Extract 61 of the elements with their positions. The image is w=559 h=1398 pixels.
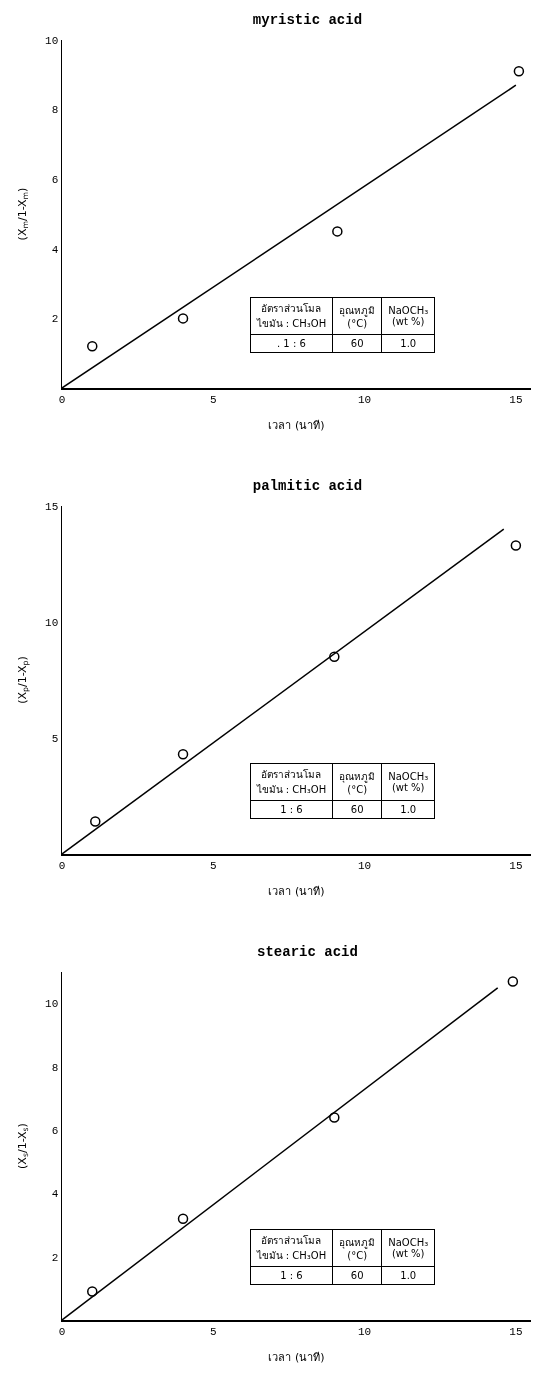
x-axis-title: เวลา (นาที): [268, 418, 325, 432]
point: [177, 1213, 189, 1225]
annotation: 60: [332, 800, 382, 819]
x-axis-title: เวลา (นาที): [268, 884, 325, 898]
annotation: อัตราส่วนโมล ไขมัน : CH₃OH: [250, 297, 333, 335]
point: [510, 540, 522, 551]
x-tick-label: 5: [209, 1325, 217, 1338]
annotation: อัตราส่วนโมล ไขมัน : CH₃OH: [250, 763, 333, 801]
x-tick-label: 0: [58, 1325, 66, 1338]
annotation: อุณหภูมิ (°C): [332, 763, 382, 801]
x-tick-label: 0: [58, 859, 66, 872]
annotation: 1.0: [381, 334, 435, 353]
x-tick-label: 10: [357, 859, 372, 872]
annotation: 1.0: [381, 1266, 435, 1285]
x-tick-label: 0: [58, 393, 66, 406]
point: [177, 313, 189, 324]
chart-title: myristic acid: [252, 11, 363, 28]
y-tick-label: 4: [51, 243, 59, 256]
annotation: อุณหภูมิ (°C): [332, 1229, 382, 1267]
y-tick-label: 4: [51, 1188, 59, 1201]
y-tick-label: 8: [51, 1061, 59, 1074]
point: [87, 340, 98, 352]
x-tick-label: 15: [509, 393, 523, 406]
annotation: 60: [332, 1266, 382, 1285]
x-axis-title: เวลา (นาที): [268, 1350, 325, 1364]
y-tick-label: 2: [51, 313, 59, 326]
point: [87, 1286, 98, 1297]
y-tick-label: 15: [45, 500, 59, 513]
point: [177, 748, 189, 760]
chart-title: stearic acid: [257, 943, 358, 960]
x-tick-label: 10: [357, 393, 372, 406]
y-tick-label: 5: [51, 732, 59, 745]
annotation: 1.0: [381, 800, 435, 819]
point: [329, 651, 340, 663]
y-tick-label: 6: [51, 1125, 59, 1138]
x-tick-label: 5: [209, 393, 217, 406]
y-tick-label: 8: [51, 104, 59, 117]
annotation: . 1 : 6: [250, 334, 333, 353]
annotation: 1 : 6: [250, 1266, 333, 1285]
annotation: อัตราส่วนโมล ไขมัน : CH₃OH: [250, 1229, 333, 1267]
y-tick-label: 10: [45, 616, 59, 629]
point: [90, 816, 101, 827]
y-tick-label: 10: [45, 998, 59, 1011]
x-tick-label: 15: [509, 1325, 523, 1338]
y-tick-label: 10: [45, 34, 59, 47]
y-tick-label: 2: [51, 1251, 59, 1264]
point: [507, 976, 519, 987]
x-tick-label: 5: [209, 859, 217, 872]
annotation: NaOCH₃ (wt %): [381, 763, 435, 801]
annotation: อุณหภูมิ (°C): [332, 297, 382, 335]
annotation: 60: [332, 334, 382, 353]
point: [329, 1112, 340, 1123]
annotation: NaOCH₃ (wt %): [381, 297, 435, 335]
y-tick-label: 6: [51, 174, 59, 187]
point: [513, 66, 525, 77]
x-tick-label: 15: [509, 859, 523, 872]
chart-title: palmitic acid: [252, 477, 363, 494]
point: [332, 226, 343, 237]
x-tick-label: 10: [357, 1325, 372, 1338]
annotation: NaOCH₃ (wt %): [381, 1229, 435, 1267]
annotation: 1 : 6: [250, 800, 333, 819]
